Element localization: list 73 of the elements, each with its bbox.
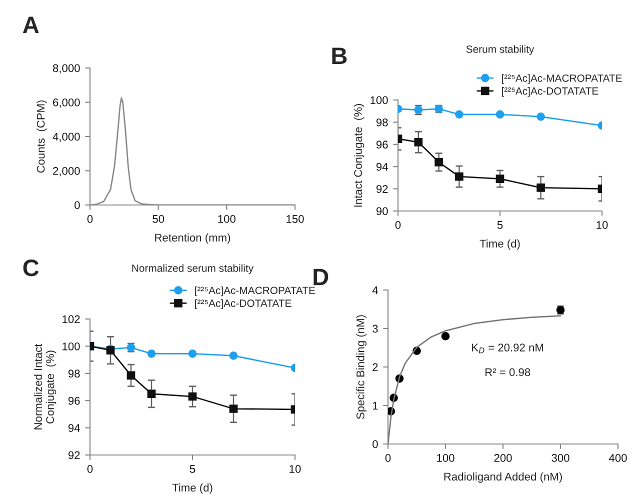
legend-label: [²²⁵Ac]Ac-DOTATATE bbox=[502, 87, 598, 97]
y-tick-label: 2,000 bbox=[53, 167, 80, 176]
point bbox=[441, 332, 450, 340]
x-tick-label: 10 bbox=[290, 465, 301, 473]
point bbox=[496, 110, 504, 119]
annotation: K$_{D}$ = 20.92 nM bbox=[472, 344, 544, 354]
text: D bbox=[314, 268, 328, 286]
y-tick-label: 102 bbox=[62, 315, 80, 324]
legend-label: [²²⁵Ac]Ac-MACROPATATE bbox=[195, 286, 315, 296]
point bbox=[188, 350, 197, 358]
chart-title: Normalized serum stability bbox=[132, 264, 254, 274]
x-axis-title: Time (d) bbox=[172, 483, 212, 494]
y-tick-label: 1 bbox=[372, 402, 378, 410]
y-tick-label: 98 bbox=[68, 370, 80, 378]
text: C bbox=[23, 260, 39, 276]
x-tick-label: 300 bbox=[552, 454, 570, 462]
y-tick-label: 92 bbox=[376, 185, 388, 193]
y-tick-label: 4,000 bbox=[52, 132, 80, 142]
y-tick-label: 98 bbox=[376, 118, 388, 126]
x-tick-label: 400 bbox=[608, 454, 627, 462]
point bbox=[434, 158, 443, 166]
y-tick-label: 0 bbox=[74, 201, 80, 210]
y-tick-label: 94 bbox=[376, 162, 388, 171]
x-tick-label: 10 bbox=[596, 221, 608, 229]
point bbox=[455, 110, 464, 119]
y-axis-title: Intact Conjugate (%) bbox=[354, 104, 364, 207]
point bbox=[188, 392, 197, 401]
text: B bbox=[332, 48, 347, 64]
x-tick-label: 0 bbox=[87, 465, 93, 473]
y-tick-label: 100 bbox=[370, 96, 388, 104]
legend-label: [²²⁵Ac]Ac-DOTATATE bbox=[195, 299, 292, 309]
point bbox=[414, 138, 423, 146]
y-tick-label: 2 bbox=[372, 363, 378, 372]
x-axis-title: Time (d) bbox=[480, 239, 520, 250]
line-series bbox=[388, 315, 562, 444]
y-axis-title: Counts (CPM) bbox=[36, 100, 47, 173]
point bbox=[496, 174, 504, 183]
y-axis-title: Specific Binding (nM) bbox=[356, 315, 367, 419]
point bbox=[536, 112, 545, 121]
point bbox=[147, 390, 156, 398]
chart-title: Serum stability bbox=[466, 45, 534, 55]
y-axis-title: Normalized Intact Conjugate (%) bbox=[34, 344, 56, 430]
text: A bbox=[22, 16, 39, 33]
x-tick-label: 100 bbox=[218, 215, 236, 223]
x-tick-label: 0 bbox=[395, 221, 401, 229]
y-tick-label: 0 bbox=[372, 440, 378, 448]
y-tick-label: 6,000 bbox=[53, 98, 80, 108]
point bbox=[229, 404, 238, 413]
y-tick-label: 92 bbox=[68, 451, 80, 460]
y-tick-label: 96 bbox=[68, 396, 80, 405]
y-tick-label: 8,000 bbox=[52, 64, 80, 74]
y-tick-label: 3 bbox=[372, 324, 378, 333]
x-tick-label: 100 bbox=[437, 454, 454, 462]
y-tick-label: 90 bbox=[376, 207, 388, 216]
x-axis-title: Radioligand Added (nM) bbox=[444, 472, 562, 483]
x-tick-label: 150 bbox=[286, 215, 304, 223]
y-tick-label: 4 bbox=[372, 286, 378, 294]
y-tick-label: 94 bbox=[68, 424, 80, 432]
point bbox=[229, 352, 238, 360]
legend-label: [²²⁵Ac]Ac-MACROPATATE bbox=[502, 74, 622, 84]
point bbox=[536, 184, 545, 192]
x-axis-title: Retention (mm) bbox=[155, 233, 230, 244]
x-tick-label: 0 bbox=[87, 215, 93, 223]
x-tick-label: 200 bbox=[494, 454, 512, 462]
point bbox=[126, 371, 136, 380]
y-tick-label: 96 bbox=[376, 140, 388, 149]
y-tick-label: 100 bbox=[62, 342, 80, 350]
point bbox=[147, 350, 156, 358]
x-tick-label: 50 bbox=[152, 215, 164, 223]
x-tick-label: 5 bbox=[190, 465, 196, 473]
annotation: R² = 0.98 bbox=[486, 368, 530, 376]
point bbox=[455, 172, 464, 181]
x-tick-label: 5 bbox=[497, 221, 503, 229]
